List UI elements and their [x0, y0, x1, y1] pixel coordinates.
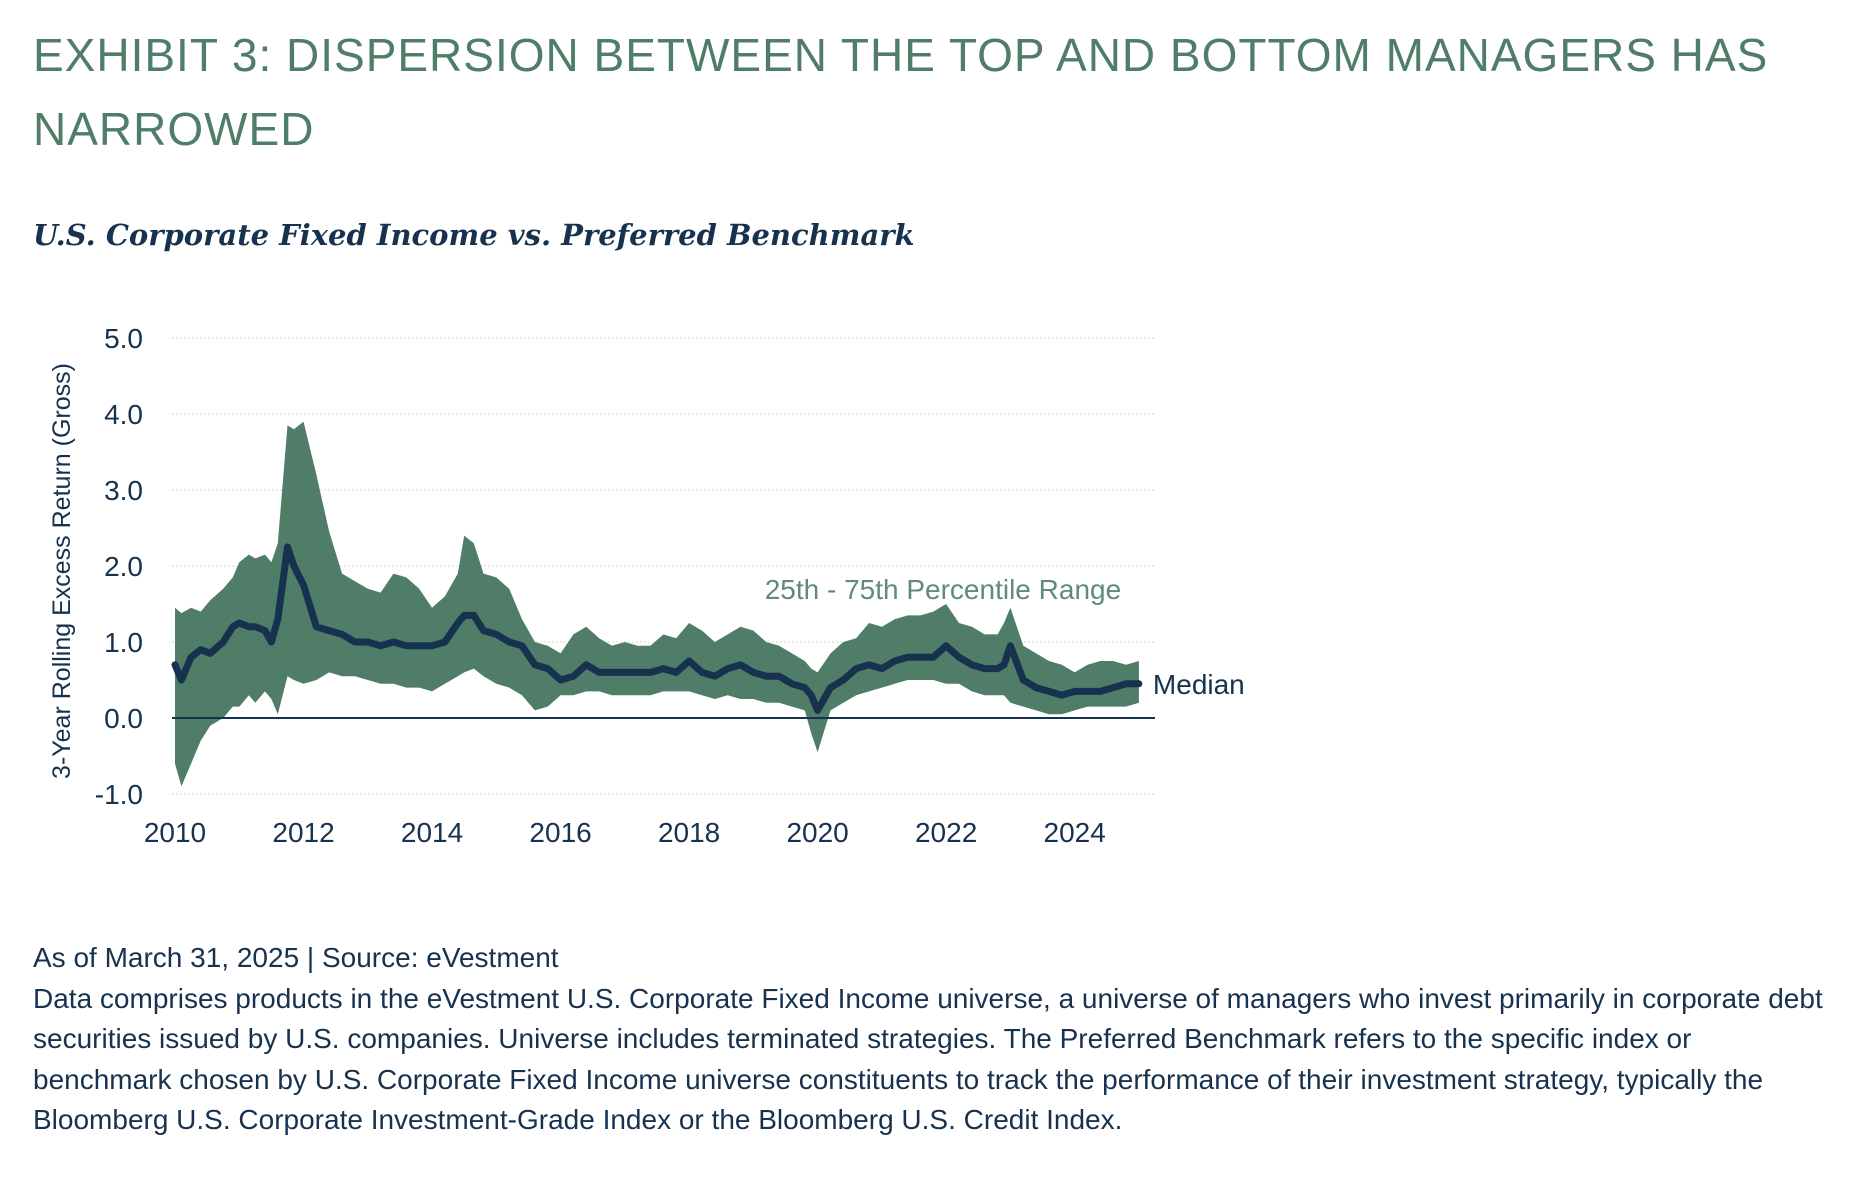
- x-tick-label: 2018: [658, 817, 720, 848]
- x-tick-label: 2020: [786, 817, 848, 848]
- excess-return-chart: 5.04.03.02.01.00.0-1.0 2010 2012 2014 2016 2…: [48, 323, 1245, 848]
- median-line-layer: [171, 543, 1143, 714]
- x-tick-label: 2016: [529, 817, 591, 848]
- source-line: As of March 31, 2025 | Source: eVestment: [33, 942, 559, 973]
- y-axis-ticks: 5.0 4.0 3.0 2.0 1.0 0.0 -1.0: [95, 323, 143, 810]
- y-axis-label: 3-Year Rolling Excess Return (Gross): [48, 363, 76, 779]
- median-label: Median: [1153, 669, 1245, 700]
- x-tick-label: 2024: [1044, 817, 1106, 848]
- y-tick-label: 1.0: [104, 627, 143, 658]
- percentile-band: [175, 421, 1139, 787]
- chart-subtitle: U.S. Corporate Fixed Income vs. Preferre…: [33, 218, 915, 252]
- median-line: [171, 543, 1143, 714]
- band-label: 25th - 75th Percentile Range: [765, 574, 1121, 605]
- y-tick-label: 3.0: [104, 475, 143, 506]
- y-tick-label: 2.0: [104, 551, 143, 582]
- y-tick-label: 0.0: [104, 703, 143, 734]
- exhibit-title: EXHIBIT 3: DISPERSION BETWEEN THE TOP AN…: [33, 29, 1769, 155]
- y-tick-label: 4.0: [104, 399, 143, 430]
- y-tick-label: 5.0: [104, 323, 143, 354]
- x-tick-label: 2012: [272, 817, 334, 848]
- x-tick-label: 2010: [144, 817, 206, 848]
- x-axis-ticks: 2010 2012 2014 2016 2018 2020 2022 2024: [144, 817, 1106, 848]
- footer-notes: As of March 31, 2025 | Source: eVestment…: [33, 938, 1823, 1141]
- y-tick-label: -1.0: [95, 779, 143, 810]
- percentile-band-layer: [175, 421, 1139, 787]
- x-tick-label: 2022: [915, 817, 977, 848]
- x-tick-label: 2014: [401, 817, 463, 848]
- methodology-note: Data comprises products in the eVestment…: [33, 982, 1823, 1136]
